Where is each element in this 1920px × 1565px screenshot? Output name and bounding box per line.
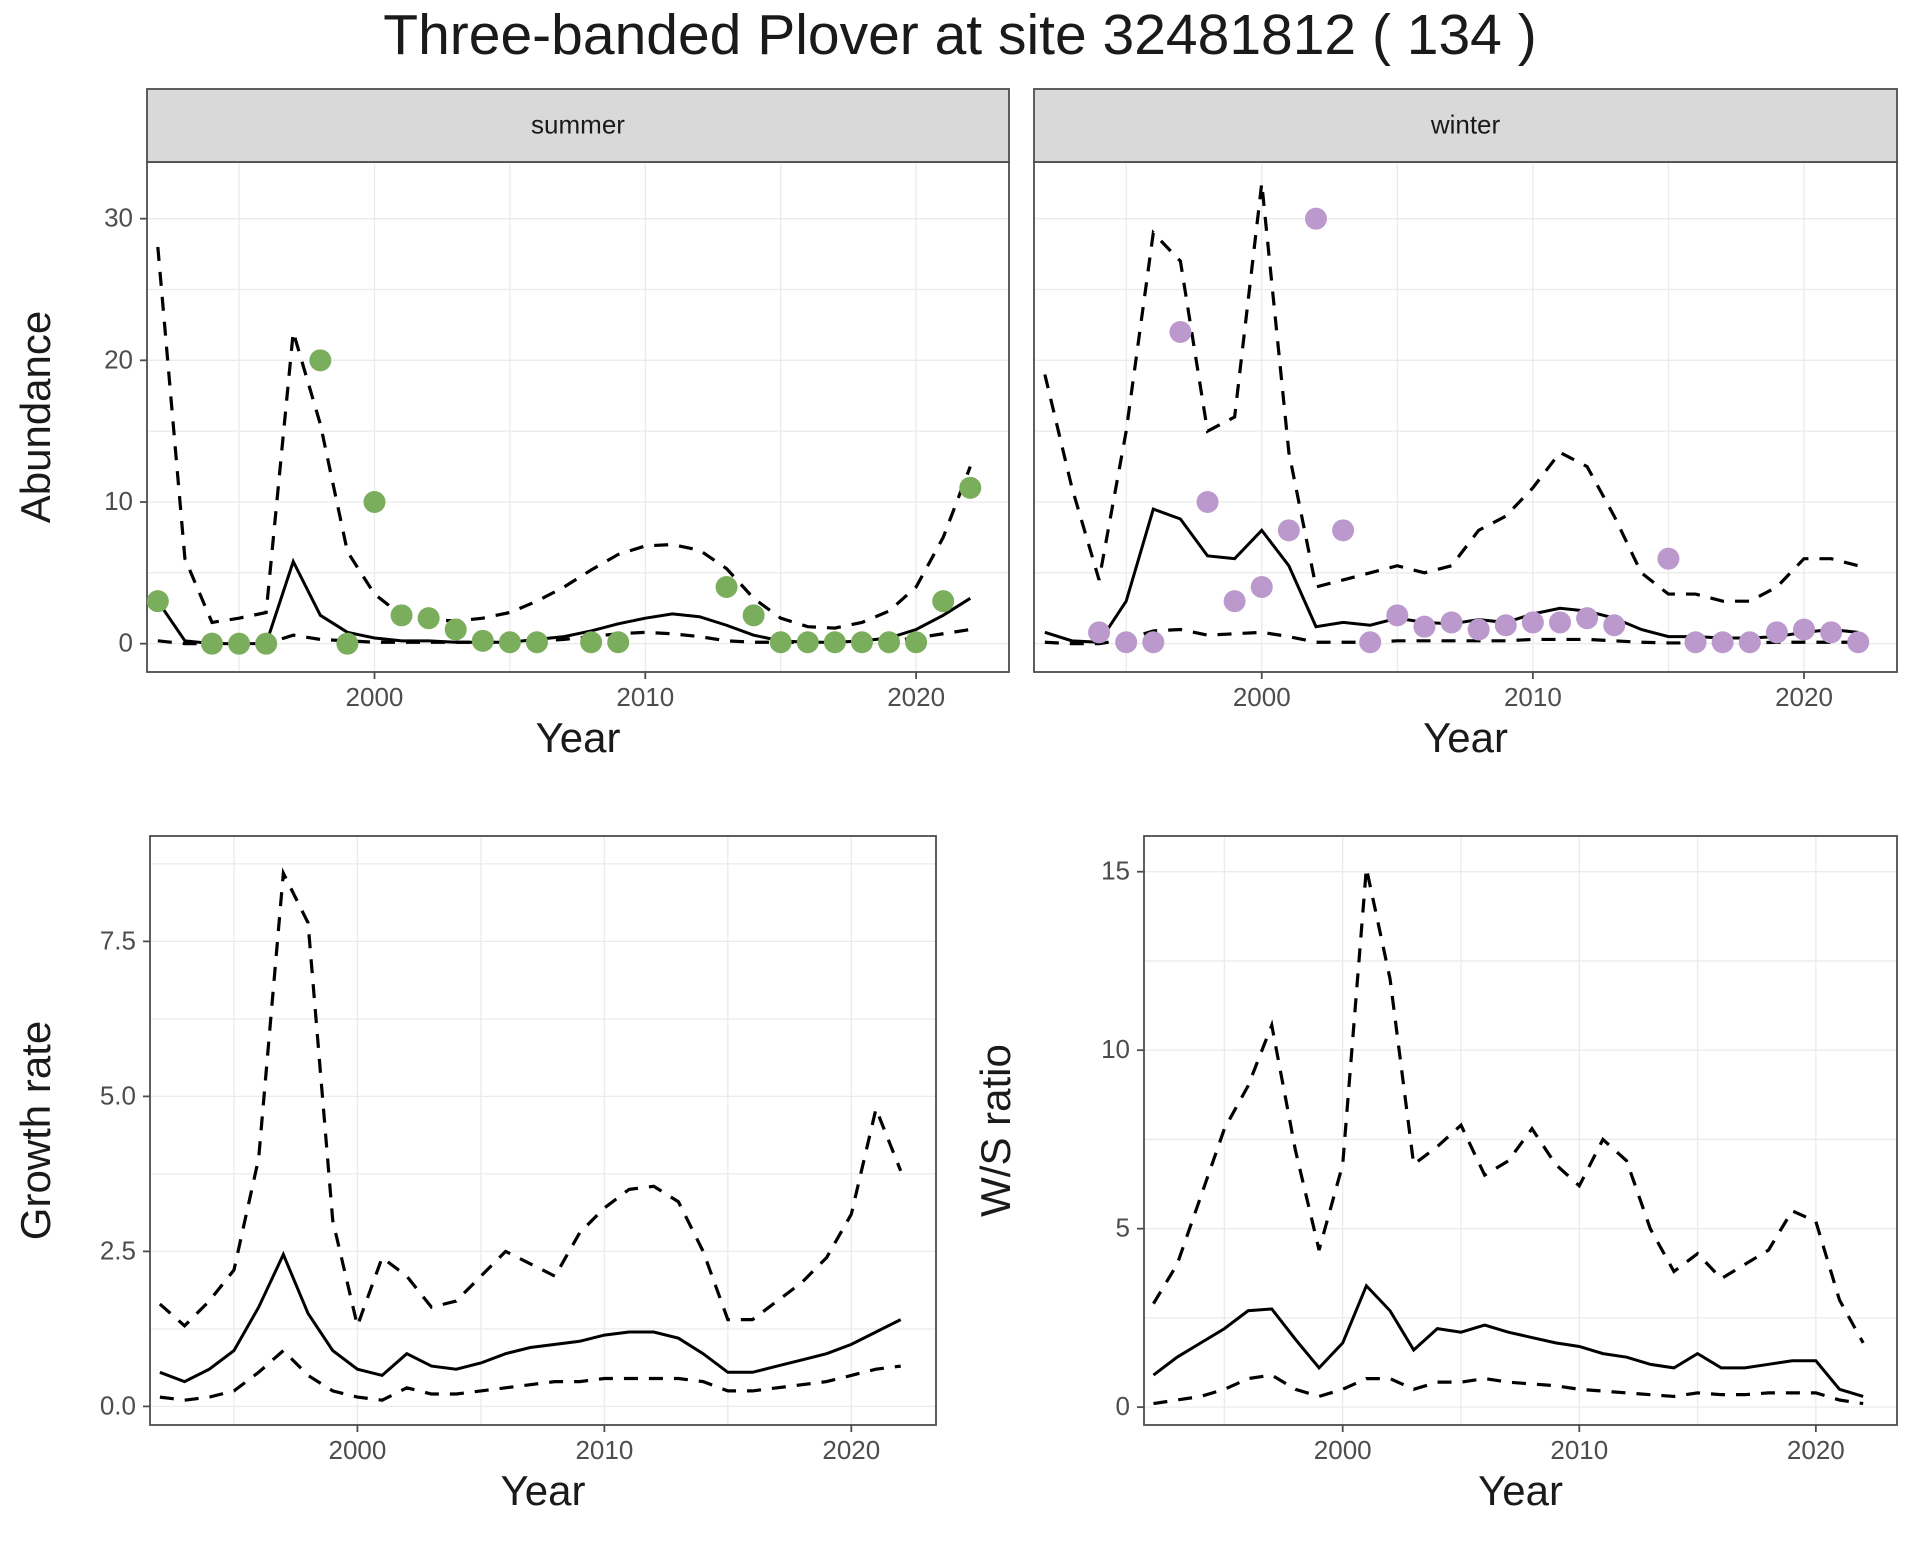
svg-text:2.5: 2.5 bbox=[100, 1235, 136, 1265]
svg-text:15: 15 bbox=[1101, 856, 1130, 886]
svg-text:2010: 2010 bbox=[575, 1435, 633, 1465]
svg-text:Year: Year bbox=[501, 1467, 586, 1514]
svg-text:7.5: 7.5 bbox=[100, 925, 136, 955]
svg-text:Year: Year bbox=[536, 714, 621, 761]
svg-text:Year: Year bbox=[1478, 1467, 1563, 1514]
svg-text:2020: 2020 bbox=[1787, 1435, 1845, 1465]
svg-text:5.0: 5.0 bbox=[100, 1080, 136, 1110]
svg-text:0: 0 bbox=[119, 628, 133, 658]
svg-text:10: 10 bbox=[104, 486, 133, 516]
svg-text:2000: 2000 bbox=[1233, 682, 1291, 712]
svg-text:2000: 2000 bbox=[329, 1435, 387, 1465]
svg-text:2020: 2020 bbox=[822, 1435, 880, 1465]
svg-text:Abundance: Abundance bbox=[12, 311, 59, 524]
svg-text:2020: 2020 bbox=[887, 682, 945, 712]
svg-text:0: 0 bbox=[1116, 1391, 1130, 1421]
svg-text:30: 30 bbox=[104, 203, 133, 233]
svg-text:0.0: 0.0 bbox=[100, 1390, 136, 1420]
svg-text:2000: 2000 bbox=[346, 682, 404, 712]
svg-text:5: 5 bbox=[1116, 1213, 1130, 1243]
svg-text:W/S ratio: W/S ratio bbox=[972, 1044, 1019, 1217]
svg-text:2010: 2010 bbox=[616, 682, 674, 712]
svg-text:20: 20 bbox=[104, 344, 133, 374]
svg-text:2000: 2000 bbox=[1314, 1435, 1372, 1465]
svg-text:winter: winter bbox=[1430, 110, 1501, 140]
svg-text:2010: 2010 bbox=[1550, 1435, 1608, 1465]
svg-text:2020: 2020 bbox=[1775, 682, 1833, 712]
svg-text:10: 10 bbox=[1101, 1034, 1130, 1064]
svg-text:Year: Year bbox=[1423, 714, 1508, 761]
svg-text:2010: 2010 bbox=[1504, 682, 1562, 712]
svg-text:summer: summer bbox=[531, 110, 625, 140]
svg-text:Growth rate: Growth rate bbox=[12, 1021, 59, 1240]
